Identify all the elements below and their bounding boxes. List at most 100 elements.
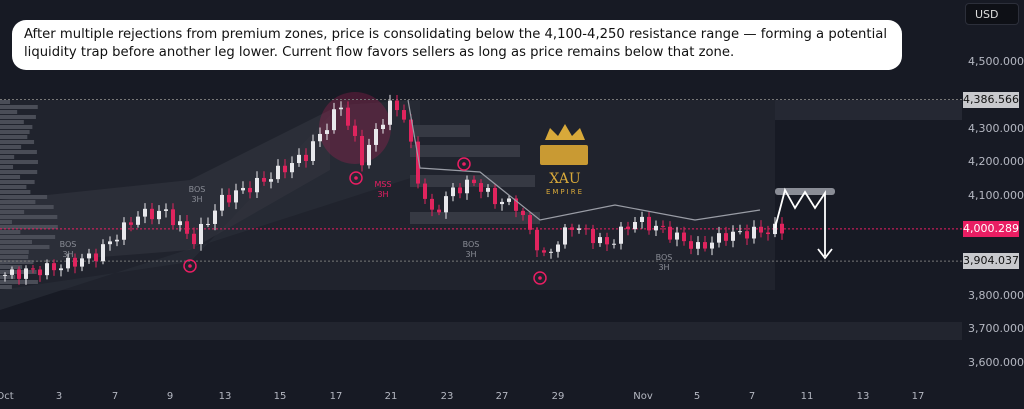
volume-profile-bar	[0, 250, 29, 254]
x-tick-label: 9	[166, 391, 174, 402]
price-label-high: 4,386.566	[963, 91, 1019, 108]
candle-body	[416, 141, 420, 184]
candle-body	[472, 179, 476, 184]
candle-body	[759, 226, 763, 233]
candle-body	[486, 187, 490, 192]
volume-profile-bar	[0, 125, 33, 129]
candle-body	[654, 225, 658, 231]
x-tick-label: 17	[329, 391, 343, 402]
structure-label: BOS 3H	[655, 253, 673, 272]
candle-body	[80, 258, 84, 267]
candle-body	[73, 257, 77, 267]
candle-body	[633, 221, 637, 230]
candle-body	[745, 231, 749, 239]
volume-profile-bar	[0, 130, 30, 134]
candle-body	[94, 253, 98, 262]
candle-body	[178, 221, 182, 226]
x-tick-label: Oct	[0, 391, 14, 402]
y-tick-label: 4,200.000	[968, 155, 1024, 168]
candle-body	[185, 221, 189, 234]
x-tick-label: 27	[495, 391, 509, 402]
channel-area	[0, 110, 330, 265]
candle-body	[423, 183, 427, 199]
candle-body	[157, 210, 161, 220]
candle-body	[507, 198, 511, 202]
candle-body	[773, 223, 777, 235]
trend-line	[407, 99, 761, 221]
volume-profile-bar	[0, 170, 38, 174]
candle-body	[269, 179, 273, 182]
marker-dot	[188, 264, 192, 268]
x-tick-label: 23	[440, 391, 454, 402]
candle-body	[626, 226, 630, 230]
volume-profile-bar	[0, 200, 36, 204]
candle-body	[136, 216, 140, 225]
candle-body	[59, 268, 63, 271]
candle-body	[619, 226, 623, 244]
candle-body	[129, 222, 133, 225]
candle-body	[535, 229, 539, 251]
y-tick-label: 4,300.000	[968, 122, 1024, 135]
candle-body	[451, 187, 455, 197]
marker-dot	[538, 276, 542, 280]
liquidity-marker-icon	[533, 271, 547, 285]
projection-path	[774, 187, 826, 256]
candle-body	[52, 263, 56, 271]
candle-body	[696, 242, 700, 249]
candle-body	[290, 163, 294, 173]
price-label-low: 3,904.037	[963, 253, 1019, 270]
candle-body	[675, 232, 679, 240]
order-block	[410, 212, 540, 224]
currency-selector[interactable]: USD	[965, 3, 1019, 25]
candle-body	[276, 165, 280, 180]
volume-profile-bar	[0, 165, 14, 169]
candle-body	[213, 210, 217, 224]
candle-body	[717, 233, 721, 243]
x-tick-label: 17	[911, 391, 925, 402]
x-tick-label: 5	[693, 391, 701, 402]
gold-bars-icon	[540, 145, 588, 165]
volume-profile-bar	[0, 205, 54, 209]
candle-body	[248, 187, 252, 193]
candle-body	[766, 232, 770, 235]
candle-body	[570, 227, 574, 230]
structure-label: MSS 3H	[374, 180, 392, 199]
candle-body	[752, 226, 756, 239]
price-label-current: 4,000.289	[963, 220, 1019, 237]
volume-profile-bar	[0, 285, 12, 289]
x-tick-label: 7	[748, 391, 756, 402]
x-tick-label: 13	[856, 391, 870, 402]
candle-body	[325, 130, 329, 134]
candle-body	[395, 100, 399, 111]
analysis-callout: After multiple rejections from premium z…	[12, 20, 902, 70]
candle-body	[668, 226, 672, 240]
logo-name: XAU	[549, 171, 581, 187]
candle-body	[640, 216, 644, 222]
candle-body	[577, 228, 581, 230]
candle-body	[479, 183, 483, 192]
volume-profile-bar	[0, 175, 21, 179]
x-tick-label: 13	[218, 391, 232, 402]
candle-body	[528, 215, 532, 230]
candle-body	[311, 141, 315, 161]
volume-profile-bar	[0, 135, 28, 139]
candle-body	[31, 268, 35, 270]
liquidity-marker-icon	[457, 157, 471, 171]
candle-body	[227, 194, 231, 203]
candle-body	[402, 110, 406, 120]
volume-profile-bar	[0, 190, 31, 194]
order-block	[410, 145, 520, 157]
candle-body	[584, 228, 588, 230]
candle-body	[563, 227, 567, 245]
volume-profile-bar	[0, 160, 38, 164]
candle-body	[556, 244, 560, 252]
volume-profile-bar	[0, 255, 29, 259]
x-tick-label: 21	[384, 391, 398, 402]
candle-body	[66, 257, 70, 269]
arrow-down-icon	[817, 248, 833, 260]
candle-body	[388, 100, 392, 125]
x-tick-label: 3	[55, 391, 63, 402]
candle-body	[605, 237, 609, 245]
